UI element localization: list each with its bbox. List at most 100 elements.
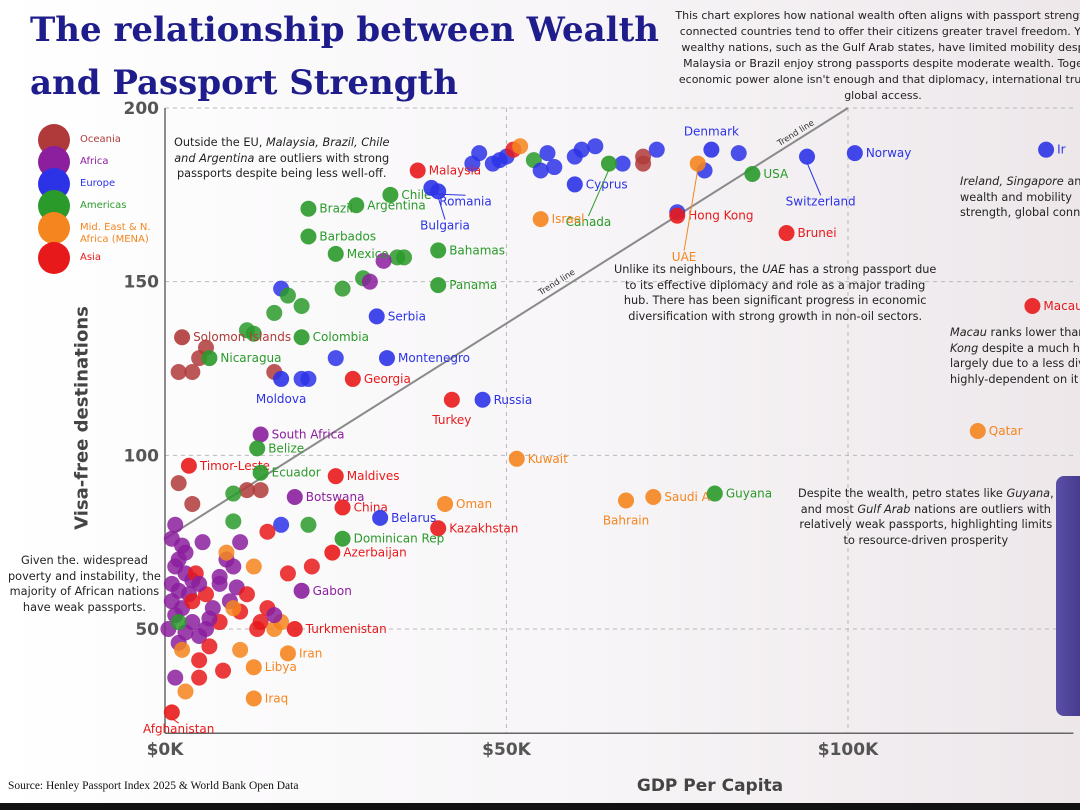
point-label: Guyana [726, 487, 772, 501]
point-label: Maldives [347, 469, 400, 483]
data-point [245, 558, 262, 575]
data-point-macau [1024, 297, 1041, 314]
point-label: Macau [1043, 299, 1080, 313]
data-point-bahrain [618, 492, 635, 509]
data-point [396, 249, 413, 266]
data-point [177, 683, 194, 700]
data-point [252, 482, 269, 499]
legend-label: Mid. East & N. Africa (MENA) [80, 222, 151, 245]
data-point [293, 297, 310, 314]
data-point-botswana [286, 489, 303, 506]
data-point [167, 669, 184, 686]
callout-line [588, 169, 610, 217]
point-label: Dominican Rep [354, 532, 445, 546]
data-point-nicaragua [201, 350, 218, 367]
data-point-ir [1038, 141, 1055, 158]
data-point [266, 621, 283, 637]
data-point-iraq [245, 690, 262, 707]
data-point-turkmenistan [286, 621, 303, 637]
point-label: Cyprus [586, 177, 628, 191]
point-label: Colombia [313, 330, 369, 344]
data-point [245, 325, 262, 342]
data-point-uae [689, 155, 706, 172]
data-point [587, 138, 604, 155]
data-point [170, 614, 187, 631]
data-point [279, 287, 296, 304]
data-point-iran [279, 645, 296, 662]
data-point [471, 145, 488, 162]
data-point [730, 145, 747, 162]
point-label: Afghanistan [143, 722, 214, 736]
point-label: Nicaragua [220, 351, 281, 365]
point-label: Bulgaria [420, 219, 470, 233]
data-point [232, 534, 249, 551]
data-point-libya [245, 659, 262, 676]
data-point-bulgaria [430, 183, 447, 200]
data-point [201, 638, 218, 655]
data-point [266, 607, 283, 624]
data-point [170, 363, 187, 380]
point-label: Argentina [367, 198, 426, 212]
callout-line [171, 717, 179, 724]
point-label: Timor-Leste [199, 459, 270, 473]
data-point [327, 350, 344, 367]
legend-label: Oceania [80, 134, 121, 145]
note-petro: Despite the wealth, petro states like Gu… [798, 487, 1054, 547]
callout-line [806, 162, 822, 196]
x-axis-label: GDP Per Capita [636, 776, 784, 796]
data-point [573, 141, 590, 158]
point-label: Hong Kong [688, 209, 753, 223]
data-point-montenegro [378, 350, 395, 367]
point-label: South Africa [272, 427, 345, 441]
data-point [174, 641, 191, 658]
y-tick-label: 150 [124, 273, 160, 293]
point-label: Turkmenistan [305, 622, 387, 636]
data-point-bahamas [430, 242, 447, 259]
data-point [512, 138, 529, 155]
point-label: Iran [299, 646, 322, 660]
point-label: Iraq [265, 691, 288, 705]
point-label: Belize [268, 441, 304, 455]
point-label: Serbia [388, 309, 426, 323]
point-label: Norway [866, 146, 912, 160]
trend-line-label: Trend line [775, 118, 816, 149]
point-label: Israel [552, 212, 585, 226]
point-label: Qatar [989, 424, 1023, 438]
data-point [375, 252, 392, 269]
data-point [225, 485, 242, 502]
data-point-solomon-islands [174, 329, 191, 346]
point-label: Malaysia [429, 164, 481, 178]
data-point [194, 534, 211, 551]
data-point-kazakhstan [430, 520, 447, 537]
data-point [279, 565, 296, 582]
point-label: Belarus [391, 511, 436, 525]
data-point-china [334, 499, 351, 516]
data-point [184, 363, 201, 380]
data-point [539, 145, 556, 162]
point-label: Georgia [364, 372, 411, 386]
data-point-dominican-rep [334, 530, 351, 547]
point-label: Russia [494, 393, 533, 407]
data-point-mexico [327, 245, 344, 262]
data-point [225, 558, 242, 575]
point-label: Gabon [313, 584, 352, 598]
data-point-serbia [368, 308, 385, 325]
data-point [191, 669, 208, 686]
point-label: USA [763, 167, 789, 181]
data-point-oman [437, 495, 454, 512]
bottom-band [0, 803, 1080, 810]
data-point-malaysia [409, 162, 426, 179]
source-note: Source: Henley Passport Index 2025 & Wor… [8, 780, 299, 792]
point-label: Romania [439, 194, 491, 208]
data-point-kuwait [508, 450, 525, 467]
point-label: Denmark [684, 125, 739, 139]
data-point [184, 593, 201, 610]
point-label: Moldova [256, 392, 306, 406]
data-point-canada [600, 155, 617, 172]
note-uae: Unlike its neighbours, the UAE has a str… [614, 263, 937, 323]
data-point-brazil [300, 200, 317, 217]
point-label: Bahrain [603, 513, 649, 527]
legend-label: Americas [80, 200, 127, 211]
